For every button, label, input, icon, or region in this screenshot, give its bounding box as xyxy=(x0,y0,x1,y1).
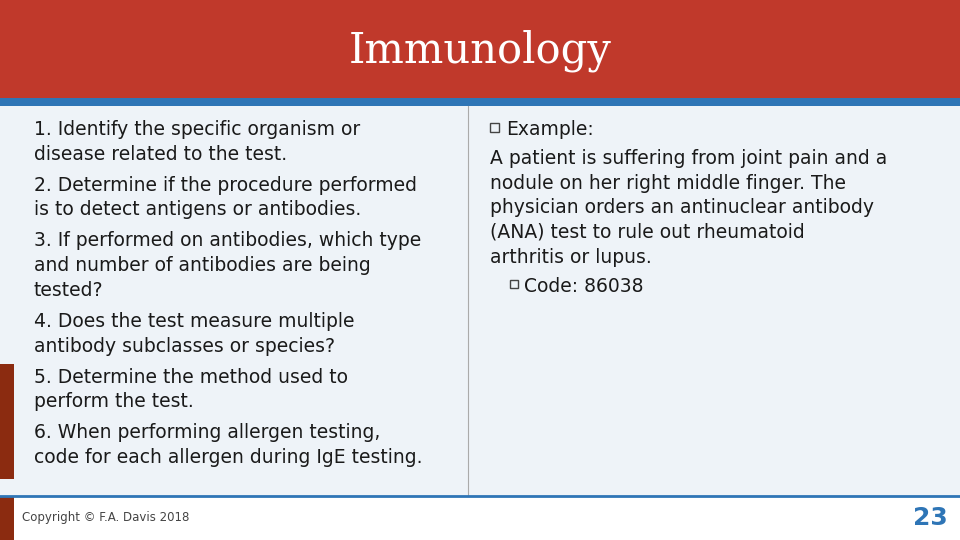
Bar xyxy=(0,98,960,106)
Text: 4. Does the test measure multiple
antibody subclasses or species?: 4. Does the test measure multiple antibo… xyxy=(34,312,354,355)
Text: Code: 86038: Code: 86038 xyxy=(524,277,643,296)
Text: A patient is suffering from joint pain and a
nodule on her right middle finger. : A patient is suffering from joint pain a… xyxy=(490,149,887,267)
Bar xyxy=(0,496,960,540)
Text: 3. If performed on antibodies, which type
and number of antibodies are being
tes: 3. If performed on antibodies, which typ… xyxy=(34,231,421,300)
Text: Example:: Example: xyxy=(506,120,593,139)
Text: 1. Identify the specific organism or
disease related to the test.: 1. Identify the specific organism or dis… xyxy=(34,120,360,164)
Text: 2. Determine if the procedure performed
is to detect antigens or antibodies.: 2. Determine if the procedure performed … xyxy=(34,176,417,219)
Bar xyxy=(490,123,499,132)
Text: 23: 23 xyxy=(913,506,948,530)
Bar xyxy=(0,106,960,496)
Bar xyxy=(0,496,14,540)
Bar xyxy=(0,0,960,98)
Text: 6. When performing allergen testing,
code for each allergen during IgE testing.: 6. When performing allergen testing, cod… xyxy=(34,423,422,467)
Text: 5. Determine the method used to
perform the test.: 5. Determine the method used to perform … xyxy=(34,368,348,411)
Bar xyxy=(0,363,14,479)
Bar xyxy=(510,280,518,288)
Text: Copyright © F.A. Davis 2018: Copyright © F.A. Davis 2018 xyxy=(22,511,189,524)
Text: Immunology: Immunology xyxy=(348,30,612,72)
